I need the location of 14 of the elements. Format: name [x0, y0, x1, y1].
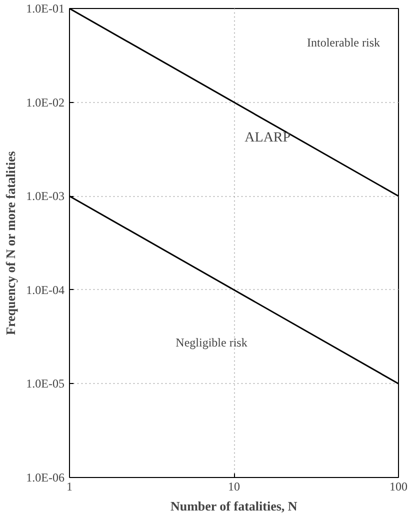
y-axis-title: Frequency of N or more fatalities — [3, 151, 18, 335]
x-tick-label: 10 — [228, 480, 240, 494]
y-tick-label: 1.0E-05 — [26, 376, 64, 391]
annotation: Intolerable risk — [307, 36, 380, 50]
x-tick-label: 100 — [390, 480, 408, 494]
y-tick-label: 1.0E-01 — [26, 2, 64, 16]
x-tick-label: 1 — [66, 480, 72, 494]
annotation: ALARP — [244, 130, 291, 146]
y-tick-label: 1.0E-02 — [26, 95, 64, 110]
y-tick-label: 1.0E-03 — [26, 189, 64, 204]
annotation: Negligible risk — [176, 336, 248, 350]
y-tick-label: 1.0E-06 — [26, 470, 64, 484]
y-tick-label: 1.0E-04 — [26, 282, 64, 297]
x-axis-title: Number of fatalities, N — [170, 498, 298, 514]
